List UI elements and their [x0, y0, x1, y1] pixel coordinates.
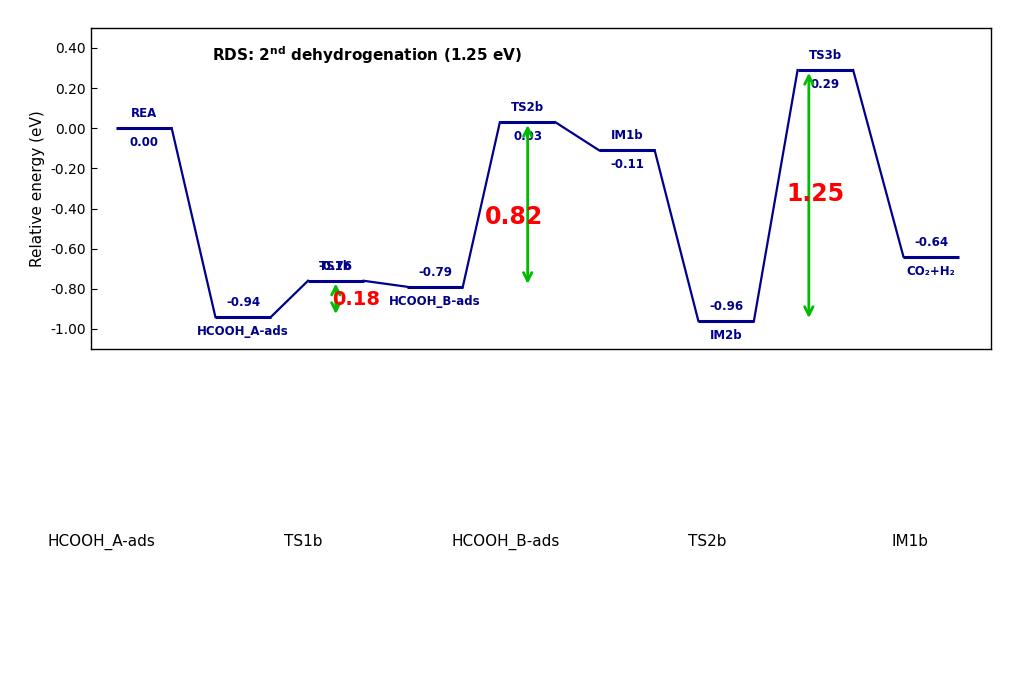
Text: TS3b: TS3b [809, 49, 842, 62]
Text: -0.11: -0.11 [610, 158, 644, 171]
Text: RDS: 2$^{\mathbf{nd}}$ dehydrogenation (1.25 eV): RDS: 2$^{\mathbf{nd}}$ dehydrogenation (… [212, 44, 523, 66]
Text: HCOOH_B-ads: HCOOH_B-ads [389, 295, 481, 308]
Text: 0.29: 0.29 [811, 78, 840, 91]
Text: HCOOH_B-ads: HCOOH_B-ads [451, 534, 560, 550]
Y-axis label: Relative energy (eV): Relative energy (eV) [30, 110, 44, 267]
Text: TS2b: TS2b [688, 534, 727, 549]
Text: TS2b: TS2b [512, 101, 544, 114]
Text: HCOOH_A-ads: HCOOH_A-ads [48, 534, 155, 550]
Text: -0.64: -0.64 [914, 236, 948, 248]
Text: REA: REA [130, 107, 157, 120]
Text: 0.82: 0.82 [485, 205, 544, 228]
Text: 0.18: 0.18 [332, 290, 380, 309]
Text: IM2b: IM2b [710, 329, 742, 342]
Text: TS1b: TS1b [319, 260, 353, 273]
Text: IM1b: IM1b [611, 129, 643, 142]
Text: 0.00: 0.00 [129, 136, 159, 149]
Text: 0.03: 0.03 [514, 131, 542, 143]
Text: 1.25: 1.25 [787, 182, 844, 207]
Text: CO₂+H₂: CO₂+H₂ [907, 265, 955, 278]
Text: -0.76: -0.76 [318, 260, 353, 273]
Text: HCOOH_A-ads: HCOOH_A-ads [197, 325, 289, 338]
Text: -0.94: -0.94 [226, 296, 260, 309]
Text: -0.79: -0.79 [418, 266, 452, 279]
Text: TS1b: TS1b [284, 534, 323, 549]
Text: IM1b: IM1b [892, 534, 928, 549]
Text: -0.96: -0.96 [709, 300, 743, 313]
